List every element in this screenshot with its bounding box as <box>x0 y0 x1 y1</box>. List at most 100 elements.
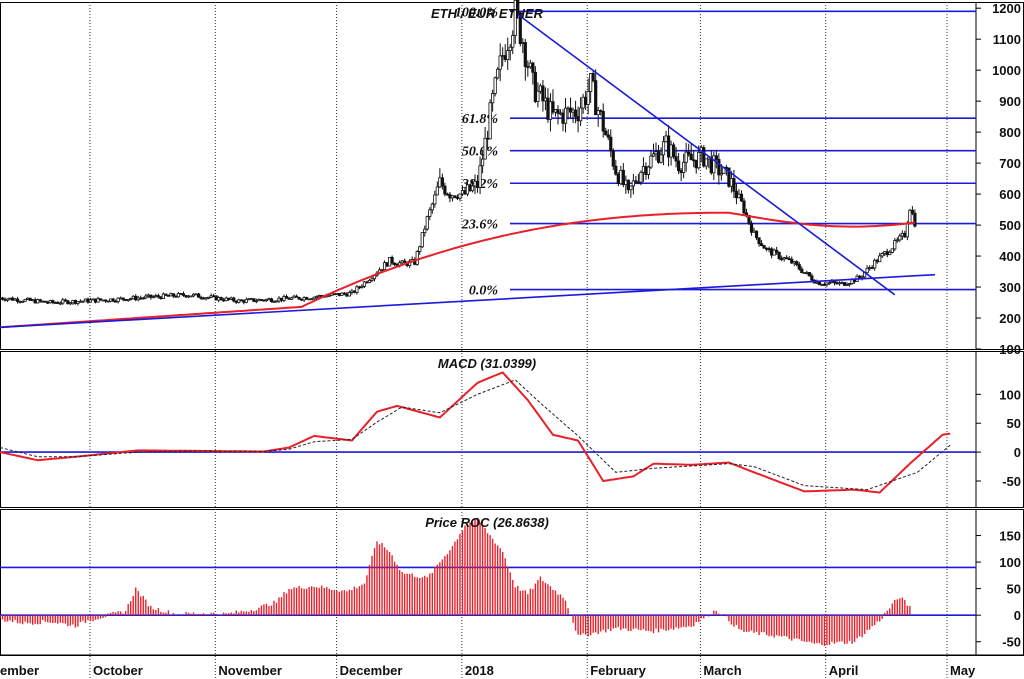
candle-body <box>496 68 500 79</box>
candle-body <box>131 295 135 300</box>
candle-body <box>262 299 266 302</box>
candle-body <box>737 193 741 199</box>
candle-body <box>448 194 452 199</box>
candle-body <box>403 260 407 263</box>
candle-body <box>254 300 258 303</box>
y-tick-label: 100 <box>999 342 1021 357</box>
candle-body <box>28 297 32 301</box>
candle-body <box>247 298 251 301</box>
candle-body <box>234 300 238 303</box>
candle-body <box>807 271 811 277</box>
candle-body <box>898 235 902 241</box>
candle-body <box>352 290 356 293</box>
candle-body <box>289 297 294 300</box>
candle-body <box>770 248 774 256</box>
candle-body <box>13 298 17 301</box>
candle-body <box>694 159 698 169</box>
candle-body <box>141 297 145 300</box>
candle-body <box>830 281 834 284</box>
month-separators <box>89 2 948 679</box>
candle-body <box>239 299 243 302</box>
candle-body <box>503 55 507 60</box>
candle-body <box>486 137 490 140</box>
candle-body <box>440 177 444 187</box>
candle-body <box>546 97 550 120</box>
candle-body <box>15 298 20 302</box>
candle-body <box>33 299 37 304</box>
candle-body <box>857 275 862 279</box>
candle-body <box>61 299 65 304</box>
candle-body <box>0 297 5 300</box>
candle-body <box>10 297 15 301</box>
candle-body <box>729 178 734 187</box>
candle-body <box>875 259 879 263</box>
candle-body <box>73 299 78 304</box>
candle-body <box>732 178 736 192</box>
candle-body <box>646 166 651 175</box>
candle-body <box>860 276 864 279</box>
candle-body <box>244 299 248 303</box>
candle-body <box>317 295 321 298</box>
candle-body <box>129 298 133 301</box>
candle-body <box>66 300 70 305</box>
y-tick-label: 0 <box>1014 608 1021 623</box>
x-tick-label: May <box>950 663 976 678</box>
candle-body <box>573 109 578 117</box>
candle-body <box>910 209 914 214</box>
candle-body <box>166 294 171 297</box>
candle-body <box>214 295 218 301</box>
candle-body <box>822 283 827 286</box>
candle-body <box>327 294 331 297</box>
candle-body <box>589 73 593 92</box>
candle-body <box>294 295 299 298</box>
y-tick-label: 600 <box>999 187 1021 202</box>
candle-body <box>174 295 178 298</box>
candle-body <box>88 299 93 303</box>
candle-body <box>571 109 575 113</box>
candle-body <box>76 301 80 304</box>
candle-body <box>382 262 387 270</box>
y-tick-label: 1000 <box>992 63 1021 78</box>
candle-body <box>249 298 253 301</box>
candle-body <box>810 275 814 281</box>
candle-body <box>870 267 874 269</box>
candle-body <box>181 293 186 296</box>
candle-body <box>46 301 50 304</box>
y-tick-label: -50 <box>1002 474 1021 489</box>
candle-body <box>36 299 40 304</box>
x-tick-label: October <box>93 663 143 678</box>
candle-body <box>586 91 590 105</box>
candle-body <box>792 261 796 264</box>
candle-body <box>717 159 721 176</box>
roc-panel: Price ROC (26.8638) <box>0 515 976 646</box>
candle-body <box>649 155 653 168</box>
candle-body <box>282 296 286 301</box>
candle-body <box>171 293 176 297</box>
candle-body <box>212 295 216 298</box>
candle-body <box>5 298 10 301</box>
candle-body <box>518 13 522 44</box>
candle-body <box>785 257 789 260</box>
candle-body <box>538 85 542 92</box>
candle-body <box>103 299 108 302</box>
moving-average-line <box>0 211 916 329</box>
candle-body <box>224 297 228 302</box>
fib-level-label: 0.0% <box>469 284 498 299</box>
candle-body <box>654 151 658 155</box>
candle-body <box>232 297 236 302</box>
candle-body <box>521 42 525 44</box>
candle-body <box>739 193 744 202</box>
candle-body <box>478 165 482 188</box>
candle-body <box>460 190 465 195</box>
candle-body <box>619 169 623 185</box>
candle-body <box>144 295 148 299</box>
candle-body <box>672 144 676 157</box>
candle-body <box>616 173 620 185</box>
candle-body <box>345 293 349 297</box>
candle-body <box>93 298 98 303</box>
macd-panel: MACD (31.0399) <box>0 356 976 494</box>
candle-body <box>101 299 105 302</box>
candle-body <box>606 134 610 138</box>
x-tick-label: March <box>703 663 741 678</box>
candle-body <box>98 298 103 301</box>
